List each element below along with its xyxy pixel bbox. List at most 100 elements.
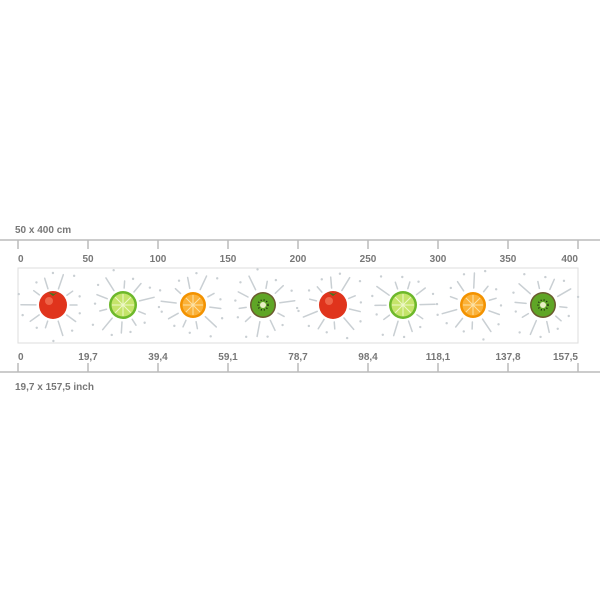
- ruler-tick-label: 50: [82, 254, 94, 265]
- droplet: [275, 279, 277, 281]
- ruler-tick-label: 100: [150, 254, 167, 265]
- droplet: [219, 298, 221, 300]
- splash: [334, 322, 335, 329]
- droplet: [73, 275, 75, 277]
- ruler-tick-label: 19,7: [78, 352, 98, 363]
- droplet: [178, 280, 180, 282]
- droplet: [158, 306, 160, 308]
- top-ruler-label: 50 x 400 cm: [15, 225, 71, 236]
- droplet: [382, 334, 384, 336]
- ruler-tick-label: 350: [500, 254, 517, 265]
- droplet: [111, 334, 113, 336]
- droplet: [112, 269, 114, 271]
- ruler-tick-label: 200: [290, 254, 307, 265]
- droplet: [563, 280, 565, 282]
- ruler-tick-label: 157,5: [553, 352, 578, 363]
- kiwi-core: [540, 302, 546, 308]
- droplet: [523, 273, 525, 275]
- droplet: [518, 331, 520, 333]
- droplet: [132, 278, 134, 280]
- droplet: [266, 335, 268, 337]
- droplet: [94, 302, 96, 304]
- droplet: [463, 273, 465, 275]
- droplet: [380, 275, 382, 277]
- bottom-ruler-label: 19,7 x 157,5 inch: [15, 382, 94, 393]
- droplet: [52, 340, 54, 342]
- droplet: [495, 288, 497, 290]
- droplet: [52, 272, 54, 274]
- droplet: [577, 296, 579, 298]
- droplet: [401, 276, 403, 278]
- droplet: [515, 310, 517, 312]
- droplet: [450, 287, 452, 289]
- tomato-shine: [45, 297, 53, 305]
- splash: [121, 322, 122, 333]
- droplet: [189, 332, 191, 334]
- droplet: [568, 315, 570, 317]
- droplet: [308, 325, 310, 327]
- droplet: [403, 336, 405, 338]
- droplet: [360, 301, 362, 303]
- droplet: [419, 326, 421, 328]
- droplet: [308, 289, 310, 291]
- droplet: [35, 281, 37, 283]
- droplet: [544, 276, 546, 278]
- droplet: [375, 313, 377, 315]
- ruler-tick-label: 59,1: [218, 352, 238, 363]
- kiwi-core: [260, 302, 266, 308]
- ruler-tick-label: 150: [220, 254, 237, 265]
- splash: [560, 307, 567, 308]
- ruler-tick-label: 118,1: [426, 352, 451, 363]
- droplet: [500, 304, 502, 306]
- ruler-tick-label: 98,4: [358, 352, 378, 363]
- droplet: [195, 272, 197, 274]
- droplet: [245, 336, 247, 338]
- droplet: [482, 338, 484, 340]
- ruler-tick-label: 250: [360, 254, 377, 265]
- droplet: [17, 293, 19, 295]
- droplet: [436, 314, 438, 316]
- tomato-shine: [325, 297, 333, 305]
- ruler-tick-label: 300: [430, 254, 447, 265]
- droplet: [326, 331, 328, 333]
- droplet: [346, 337, 348, 339]
- droplet: [371, 295, 373, 297]
- splash: [331, 277, 332, 288]
- droplet: [237, 316, 239, 318]
- droplet: [321, 278, 323, 280]
- panel: [18, 268, 578, 343]
- ruler-tick-label: 39,4: [148, 352, 168, 363]
- droplet: [339, 273, 341, 275]
- droplet: [149, 286, 151, 288]
- ruler-tick-label: 0: [18, 254, 24, 265]
- ruler-tick-label: 0: [18, 352, 24, 363]
- droplet: [359, 320, 361, 322]
- droplet: [512, 291, 514, 293]
- droplet: [161, 311, 163, 313]
- droplet: [159, 289, 161, 291]
- splash: [515, 302, 526, 303]
- droplet: [497, 323, 499, 325]
- droplet: [281, 324, 283, 326]
- droplet: [209, 335, 211, 337]
- droplet: [216, 277, 218, 279]
- droplet: [297, 310, 299, 312]
- ruler-tick-label: 78,7: [288, 352, 308, 363]
- droplet: [445, 322, 447, 324]
- droplet: [173, 325, 175, 327]
- splash: [474, 273, 475, 288]
- droplet: [79, 312, 81, 314]
- ruler-tick-label: 137,8: [495, 352, 520, 363]
- droplet: [234, 299, 236, 301]
- droplet: [21, 314, 23, 316]
- droplet: [463, 330, 465, 332]
- droplet: [78, 295, 80, 297]
- droplet: [256, 268, 258, 270]
- droplet: [296, 307, 298, 309]
- droplet: [557, 328, 559, 330]
- droplet: [359, 280, 361, 282]
- droplet: [92, 324, 94, 326]
- droplet: [36, 327, 38, 329]
